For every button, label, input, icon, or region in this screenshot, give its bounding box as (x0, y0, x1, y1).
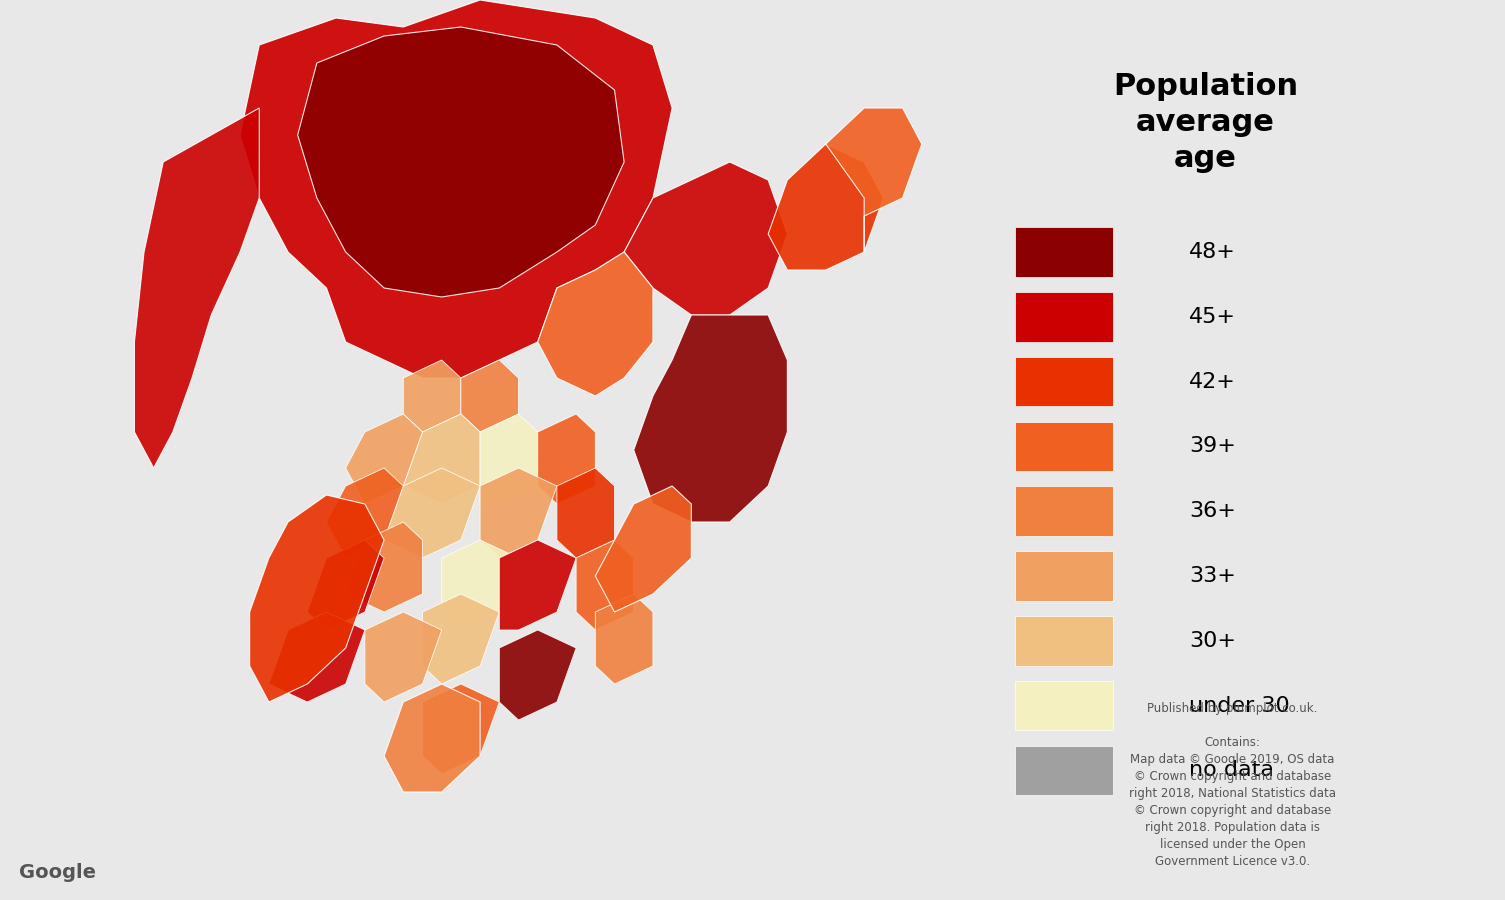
Polygon shape (307, 540, 384, 630)
Polygon shape (384, 684, 480, 792)
Text: 33+: 33+ (1189, 566, 1236, 586)
Text: Published by plumplot.co.uk.

Contains:
Map data © Google 2019, OS data
© Crown : Published by plumplot.co.uk. Contains: M… (1129, 702, 1336, 868)
Text: 39+: 39+ (1189, 436, 1236, 456)
Polygon shape (269, 612, 364, 702)
Polygon shape (364, 612, 441, 702)
Text: Population
average
age: Population average age (1112, 72, 1297, 173)
Polygon shape (346, 522, 423, 612)
Polygon shape (576, 540, 634, 630)
Polygon shape (480, 468, 557, 558)
FancyBboxPatch shape (1014, 681, 1112, 731)
Polygon shape (500, 630, 576, 720)
Text: Google: Google (20, 863, 96, 882)
Polygon shape (298, 27, 625, 297)
Polygon shape (423, 684, 500, 774)
Text: under 30: under 30 (1189, 696, 1290, 716)
Polygon shape (327, 468, 403, 558)
Text: 48+: 48+ (1189, 242, 1236, 262)
FancyBboxPatch shape (1014, 486, 1112, 536)
Polygon shape (596, 594, 653, 684)
Polygon shape (768, 144, 883, 270)
Text: 42+: 42+ (1189, 372, 1236, 392)
Polygon shape (403, 360, 461, 432)
Polygon shape (537, 252, 653, 396)
FancyBboxPatch shape (1014, 357, 1112, 407)
Polygon shape (241, 0, 673, 378)
Polygon shape (634, 315, 787, 522)
Polygon shape (423, 594, 500, 684)
FancyBboxPatch shape (1014, 292, 1112, 341)
Polygon shape (134, 108, 259, 468)
Polygon shape (461, 360, 519, 432)
Text: no data: no data (1189, 760, 1275, 780)
Polygon shape (625, 162, 787, 315)
FancyBboxPatch shape (1014, 421, 1112, 472)
FancyBboxPatch shape (1014, 227, 1112, 277)
Polygon shape (250, 495, 384, 702)
Polygon shape (403, 414, 480, 504)
Polygon shape (596, 486, 691, 612)
Polygon shape (826, 108, 921, 252)
Text: 36+: 36+ (1189, 501, 1236, 521)
Polygon shape (384, 468, 480, 558)
Text: 30+: 30+ (1189, 631, 1236, 651)
Polygon shape (441, 540, 519, 630)
Polygon shape (537, 414, 596, 504)
Polygon shape (346, 414, 423, 504)
Polygon shape (557, 468, 614, 558)
FancyBboxPatch shape (1014, 616, 1112, 666)
Text: 45+: 45+ (1189, 307, 1236, 327)
Polygon shape (500, 540, 576, 630)
FancyBboxPatch shape (1014, 745, 1112, 796)
Polygon shape (480, 414, 537, 504)
FancyBboxPatch shape (1014, 551, 1112, 601)
